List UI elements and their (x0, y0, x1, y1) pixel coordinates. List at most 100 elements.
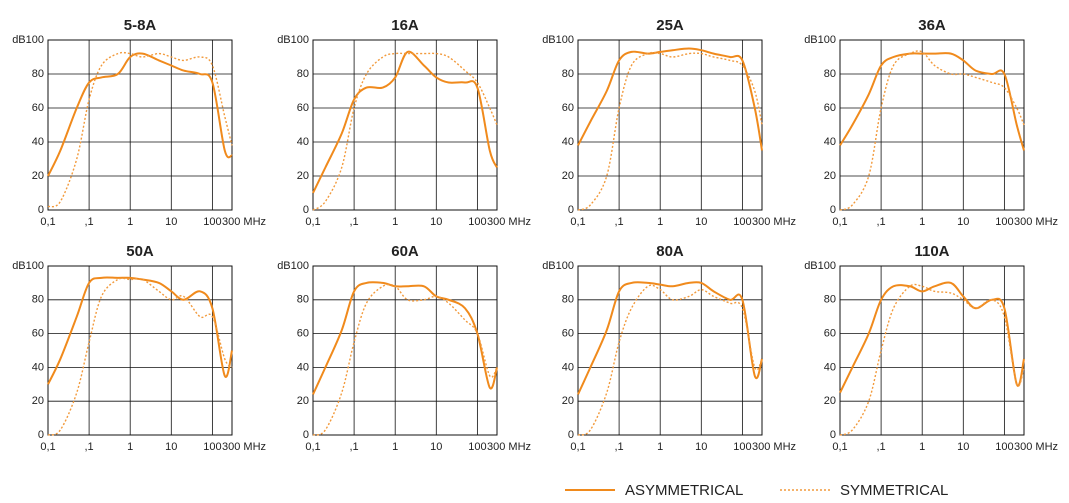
y-tick-label: dB100 (804, 260, 836, 272)
x-tick-label: ,1 (350, 441, 359, 453)
x-tick-label: ,1 (85, 441, 94, 453)
y-tick-label: dB100 (542, 260, 574, 272)
y-tick-label: 20 (824, 395, 836, 407)
x-tick-label: 0,1 (40, 441, 55, 453)
x-tick-label: 300 MHz (487, 441, 531, 453)
x-tick-label: 300 MHz (222, 441, 266, 453)
y-tick-label: 60 (297, 102, 309, 114)
x-tick-label: 300 MHz (222, 216, 266, 228)
y-tick-label: 20 (562, 395, 574, 407)
series-line (47, 277, 233, 436)
series-line (839, 281, 1025, 394)
x-tick-label: ,1 (615, 216, 624, 228)
x-tick-label: 1 (392, 441, 398, 453)
y-tick-label: 0 (568, 429, 574, 441)
x-tick-label: 100 (203, 441, 221, 453)
y-tick-label: 40 (824, 361, 836, 373)
chart-title: 60A (391, 243, 419, 260)
x-tick-label: 0,1 (305, 441, 320, 453)
series-line (47, 276, 233, 385)
series-line (312, 50, 498, 194)
x-tick-label: ,1 (877, 441, 886, 453)
chart-title: 80A (656, 243, 684, 260)
x-tick-label: 0,1 (832, 216, 847, 228)
series-line (839, 283, 1025, 436)
y-tick-label: 40 (562, 361, 574, 373)
y-tick-label: 0 (830, 204, 836, 216)
x-tick-label: 300 MHz (1014, 216, 1058, 228)
y-tick-label: 20 (297, 170, 309, 182)
series-line (312, 283, 498, 436)
y-tick-label: 40 (297, 361, 309, 373)
chart-title: 110A (914, 243, 949, 260)
y-tick-label: 60 (32, 328, 44, 340)
y-tick-label: 80 (297, 68, 309, 80)
series-line (312, 281, 498, 395)
y-tick-label: dB100 (12, 260, 44, 272)
y-tick-label: 0 (568, 204, 574, 216)
y-tick-label: 40 (32, 136, 44, 148)
x-tick-label: 1 (919, 216, 925, 228)
y-tick-label: 40 (824, 136, 836, 148)
y-tick-label: dB100 (277, 34, 309, 46)
x-tick-label: 300 MHz (487, 216, 531, 228)
x-tick-label: 100 (733, 441, 751, 453)
y-tick-label: 40 (297, 136, 309, 148)
y-tick-label: 60 (562, 102, 574, 114)
x-tick-label: 300 MHz (752, 441, 796, 453)
chart-title: 36A (918, 17, 946, 34)
series-line (577, 284, 763, 436)
x-tick-label: 1 (392, 216, 398, 228)
x-tick-label: ,1 (350, 216, 359, 228)
plot-frame (577, 39, 763, 211)
y-tick-label: 20 (824, 170, 836, 182)
y-tick-label: dB100 (542, 34, 574, 46)
series-line (312, 52, 498, 211)
series-line (577, 47, 763, 151)
x-tick-label: ,1 (615, 441, 624, 453)
x-tick-label: 100 (468, 216, 486, 228)
x-tick-label: 1 (127, 216, 133, 228)
x-tick-label: 10 (430, 216, 442, 228)
x-tick-label: 300 MHz (752, 216, 796, 228)
y-tick-label: 40 (562, 136, 574, 148)
chart-title: 16A (391, 17, 419, 34)
x-tick-label: 10 (695, 441, 707, 453)
legend-label: SYMMETRICAL (840, 482, 948, 499)
x-tick-label: 100 (203, 216, 221, 228)
y-tick-label: 20 (32, 395, 44, 407)
chart-title: 5-8A (124, 17, 157, 34)
y-tick-label: 0 (303, 204, 309, 216)
plot-frame (577, 265, 763, 436)
y-tick-label: dB100 (12, 34, 44, 46)
x-tick-label: 0,1 (570, 216, 585, 228)
x-tick-label: 100 (995, 441, 1013, 453)
plot-frame (839, 265, 1025, 436)
x-tick-label: 100 (468, 441, 486, 453)
y-tick-label: dB100 (804, 34, 836, 46)
chart-title: 50A (126, 243, 154, 260)
legend-label: ASYMMETRICAL (625, 482, 743, 499)
y-tick-label: 20 (562, 170, 574, 182)
x-tick-label: ,1 (85, 216, 94, 228)
x-tick-label: 1 (657, 216, 663, 228)
x-tick-label: 0,1 (40, 216, 55, 228)
plot-frame (47, 265, 233, 436)
x-tick-label: 10 (695, 216, 707, 228)
plot-frame (47, 39, 233, 211)
chart-title: 25A (656, 17, 684, 34)
y-tick-label: 0 (38, 429, 44, 441)
series-line (577, 51, 763, 211)
y-tick-label: 80 (32, 294, 44, 306)
y-tick-label: 0 (830, 429, 836, 441)
y-tick-label: 60 (824, 102, 836, 114)
plot-frame (839, 39, 1025, 211)
x-tick-label: 0,1 (832, 441, 847, 453)
x-tick-label: 10 (957, 216, 969, 228)
series-line (839, 50, 1025, 211)
x-tick-label: 300 MHz (1014, 441, 1058, 453)
y-tick-label: 60 (32, 102, 44, 114)
y-tick-label: 80 (824, 68, 836, 80)
x-tick-label: 1 (127, 441, 133, 453)
